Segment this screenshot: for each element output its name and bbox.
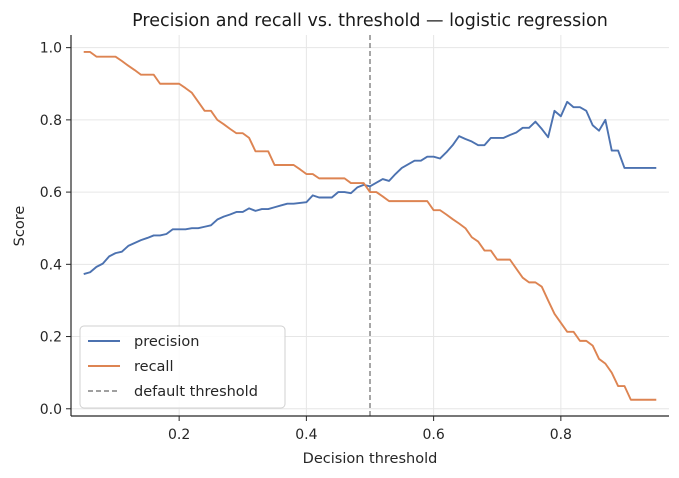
x-tick-label: 0.2 bbox=[168, 427, 190, 443]
ticks: 0.2 0.4 0.6 0.8 0.0 0.2 0.4 0.6 0.8 1.0 bbox=[40, 41, 572, 443]
legend-label-recall: recall bbox=[134, 359, 173, 375]
axes bbox=[70, 35, 669, 417]
y-tick-label: 0.0 bbox=[40, 402, 62, 418]
y-axis-label: Score bbox=[12, 206, 28, 247]
y-tick-label: 0.6 bbox=[40, 185, 62, 201]
legend-label-precision: precision bbox=[134, 334, 199, 350]
legend-label-default-threshold: default threshold bbox=[134, 384, 258, 400]
legend: precision recall default threshold bbox=[79, 325, 286, 409]
legend-box bbox=[79, 325, 286, 409]
recall-line bbox=[83, 51, 657, 401]
precision-line bbox=[83, 100, 657, 275]
y-tick-label: 0.8 bbox=[40, 113, 62, 129]
series-group bbox=[83, 51, 657, 401]
y-tick-label: 0.4 bbox=[40, 257, 62, 273]
y-tick-label: 1.0 bbox=[40, 41, 62, 57]
x-tick-label: 0.4 bbox=[295, 427, 317, 443]
x-axis-label: Decision threshold bbox=[303, 451, 438, 467]
x-tick-label: 0.6 bbox=[422, 427, 444, 443]
x-tick-label: 0.8 bbox=[550, 427, 572, 443]
chart-title: Precision and recall vs. threshold — log… bbox=[132, 11, 608, 31]
y-tick-label: 0.2 bbox=[40, 330, 62, 346]
